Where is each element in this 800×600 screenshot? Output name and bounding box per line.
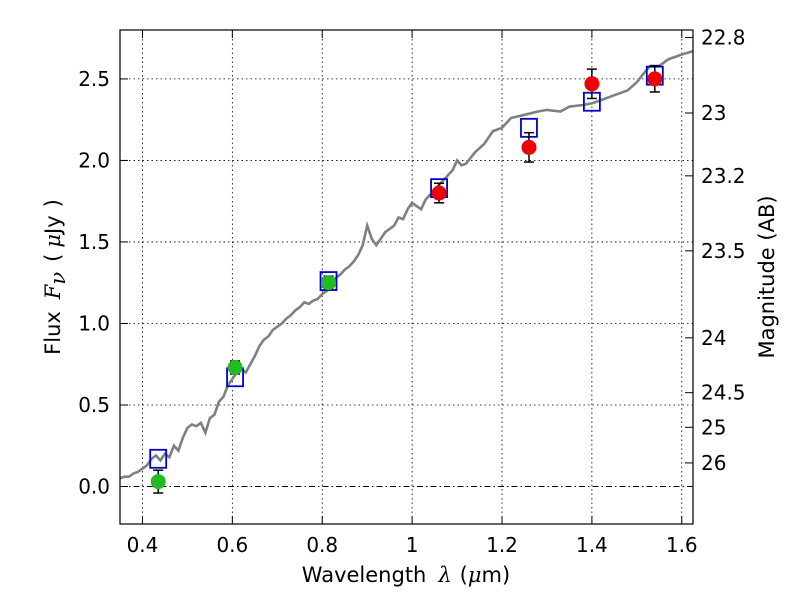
error-bars (153, 65, 660, 494)
x-tick-label: 1.4 (576, 533, 608, 557)
magnitude-tick-label: 23 (701, 101, 726, 125)
plot-frame (119, 29, 694, 525)
magnitude-tick-label: 24.5 (701, 381, 746, 405)
y-tick-label: 2.5 (78, 67, 110, 91)
grid (120, 30, 693, 524)
y-axis-label: FluxFν(μJy) (41, 199, 70, 355)
y-tick-label: 0.0 (78, 475, 110, 499)
model-photometry-box (149, 448, 168, 469)
model-photometry-markers (149, 65, 664, 469)
magnitude-ticks: 22.8 23 23.2 23.5 24 24.5 25 26 (685, 25, 746, 475)
x-tick-label: 0.6 (216, 533, 248, 557)
x-tick-label: 0.4 (127, 533, 159, 557)
x-ticks: 0.4 0.6 0.8 1 1.2 1.4 1.6 (127, 30, 698, 557)
observed-optical-point (321, 275, 337, 291)
magnitude-tick-label: 23.2 (701, 164, 746, 188)
x-tick-label: 1 (406, 533, 419, 557)
observed-nir-point (431, 185, 447, 201)
magnitude-tick-label: 25 (701, 415, 726, 439)
model-spectrum-line (120, 49, 693, 480)
x-axis-label: Wavelength λ (μm) (302, 563, 510, 587)
magnitude-tick-label: 26 (701, 451, 726, 475)
magnitude-tick-label: 23.5 (701, 239, 746, 263)
observed-nir-point (521, 139, 537, 155)
observed-nir-point (647, 71, 663, 87)
y-tick-label: 2.0 (78, 148, 110, 172)
magnitude-tick-label: 22.8 (701, 25, 746, 49)
y-tick-label: 0.5 (78, 393, 110, 417)
observed-optical-point (150, 474, 166, 490)
observed-nir-point (584, 76, 600, 92)
observed-optical-point (227, 359, 243, 375)
x-tick-label: 1.6 (666, 533, 698, 557)
y-tick-label: 1.5 (78, 230, 110, 254)
y-tick-label: 1.0 (78, 311, 110, 335)
y-ticks: 0.0 0.5 1.0 1.5 2.0 2.5 (78, 67, 128, 499)
observed-points (150, 71, 663, 490)
magnitude-tick-label: 24 (701, 326, 726, 350)
x-tick-label: 1.2 (486, 533, 518, 557)
x-tick-label: 0.8 (306, 533, 338, 557)
magnitude-axis-label: Magnitude (AB) (755, 195, 779, 358)
